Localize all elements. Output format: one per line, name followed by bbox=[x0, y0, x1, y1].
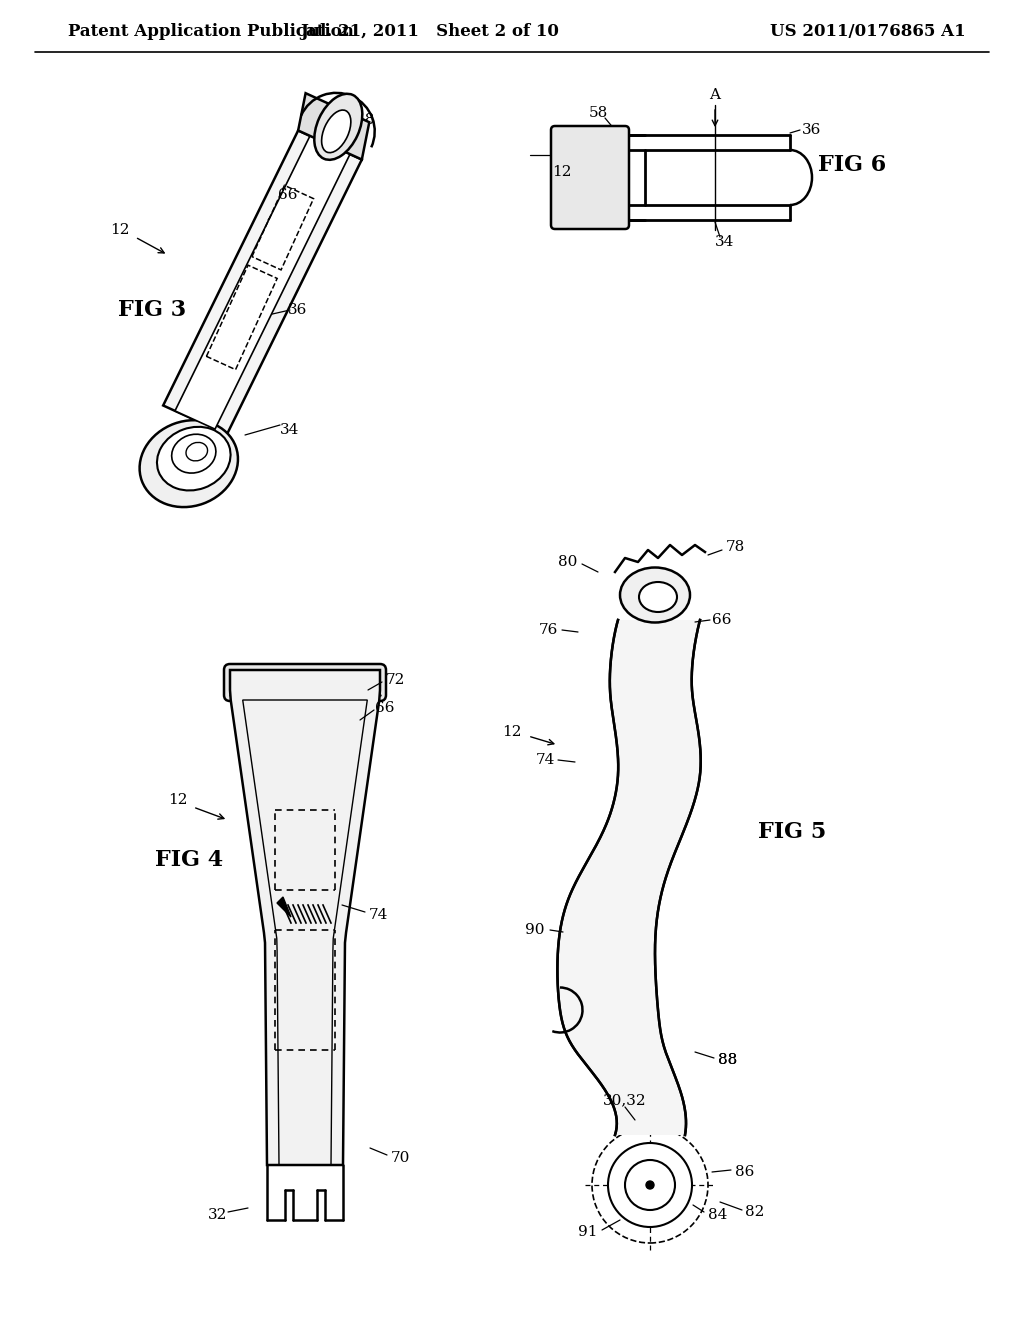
Text: 34: 34 bbox=[281, 422, 300, 437]
Ellipse shape bbox=[639, 582, 677, 612]
Text: 84: 84 bbox=[709, 1208, 728, 1222]
Text: 74: 74 bbox=[536, 752, 555, 767]
Polygon shape bbox=[278, 898, 291, 917]
Ellipse shape bbox=[157, 426, 230, 491]
Ellipse shape bbox=[314, 94, 362, 160]
Text: 74: 74 bbox=[369, 908, 388, 921]
Text: 12: 12 bbox=[168, 793, 187, 807]
Ellipse shape bbox=[322, 110, 351, 153]
Text: 86: 86 bbox=[735, 1166, 755, 1179]
Ellipse shape bbox=[139, 420, 238, 507]
Circle shape bbox=[592, 1127, 708, 1243]
Text: 36: 36 bbox=[289, 304, 307, 317]
Text: 91: 91 bbox=[579, 1225, 598, 1239]
Circle shape bbox=[608, 1143, 692, 1228]
Text: FIG 3: FIG 3 bbox=[118, 300, 186, 321]
Polygon shape bbox=[557, 620, 700, 1135]
Polygon shape bbox=[230, 671, 380, 1166]
Text: 70: 70 bbox=[390, 1151, 410, 1166]
Text: 34: 34 bbox=[716, 235, 734, 249]
Text: 66: 66 bbox=[713, 612, 732, 627]
Text: A: A bbox=[710, 88, 721, 102]
Text: 78: 78 bbox=[725, 540, 744, 554]
Text: 66: 66 bbox=[279, 187, 298, 202]
Polygon shape bbox=[163, 131, 361, 434]
Text: FIG 5: FIG 5 bbox=[758, 821, 826, 843]
Text: 58: 58 bbox=[589, 106, 607, 120]
Text: 12: 12 bbox=[111, 223, 130, 238]
Polygon shape bbox=[298, 94, 370, 160]
Text: 36: 36 bbox=[803, 123, 821, 137]
Ellipse shape bbox=[620, 568, 690, 623]
Polygon shape bbox=[175, 136, 350, 429]
Circle shape bbox=[646, 1181, 654, 1189]
Ellipse shape bbox=[172, 434, 216, 473]
Text: 12: 12 bbox=[552, 165, 571, 180]
Text: 66: 66 bbox=[375, 701, 394, 715]
Text: 76: 76 bbox=[539, 623, 558, 638]
Text: 72: 72 bbox=[385, 673, 404, 686]
Text: 82: 82 bbox=[745, 1205, 765, 1218]
Text: 88: 88 bbox=[719, 1053, 737, 1067]
Text: 12: 12 bbox=[502, 725, 522, 739]
Text: 88: 88 bbox=[719, 1053, 737, 1067]
Text: 80: 80 bbox=[558, 554, 578, 569]
Text: FIG 6: FIG 6 bbox=[818, 154, 886, 176]
Text: 32: 32 bbox=[208, 1208, 227, 1222]
Text: 90: 90 bbox=[525, 923, 545, 937]
Ellipse shape bbox=[186, 442, 208, 461]
FancyBboxPatch shape bbox=[551, 125, 629, 228]
Text: 30,32: 30,32 bbox=[603, 1093, 647, 1107]
Text: US 2011/0176865 A1: US 2011/0176865 A1 bbox=[770, 24, 966, 41]
Text: Jul. 21, 2011   Sheet 2 of 10: Jul. 21, 2011 Sheet 2 of 10 bbox=[301, 24, 559, 41]
Circle shape bbox=[625, 1160, 675, 1210]
Text: 68: 68 bbox=[355, 114, 375, 127]
Text: Patent Application Publication: Patent Application Publication bbox=[68, 24, 354, 41]
Text: FIG 4: FIG 4 bbox=[155, 849, 223, 871]
FancyBboxPatch shape bbox=[224, 664, 386, 701]
